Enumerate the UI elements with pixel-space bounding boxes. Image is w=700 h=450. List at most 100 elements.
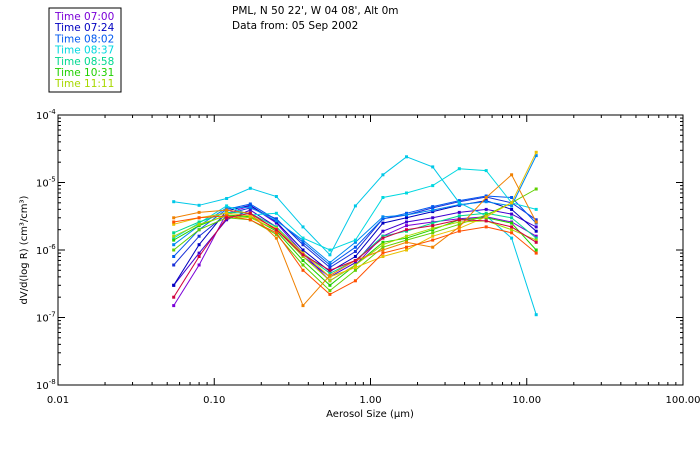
data-point	[353, 204, 357, 208]
data-point	[353, 268, 357, 272]
x-tick-label: 0.01	[47, 395, 69, 406]
data-point	[534, 313, 538, 317]
data-point	[328, 292, 332, 296]
y-tick-label: 10-6	[36, 243, 56, 257]
series-line	[173, 156, 537, 315]
data-point	[225, 214, 229, 218]
data-point	[534, 220, 538, 224]
data-point	[457, 199, 461, 203]
data-point	[248, 218, 252, 222]
data-point	[534, 251, 538, 255]
data-point	[534, 229, 538, 233]
data-point	[381, 215, 385, 219]
data-point	[172, 255, 176, 258]
data-point	[457, 201, 461, 205]
data-point	[534, 225, 538, 229]
data-point	[172, 263, 176, 267]
data-point	[381, 217, 385, 221]
data-point	[353, 263, 357, 267]
data-point	[301, 238, 305, 242]
data-point	[431, 234, 435, 238]
data-point	[172, 243, 176, 247]
data-point	[248, 214, 252, 218]
data-point	[534, 207, 538, 211]
data-point	[225, 204, 229, 208]
data-point	[457, 220, 461, 224]
data-point	[484, 219, 488, 223]
data-point	[328, 289, 332, 293]
data-point	[274, 236, 278, 240]
data-point	[405, 191, 408, 195]
data-point	[381, 248, 385, 252]
data-point	[381, 236, 385, 240]
chart-title-line1: PML, N 50 22', W 04 08', Alt 0m	[232, 5, 399, 17]
data-point	[457, 222, 461, 226]
legend-entry: Time 07:00	[54, 11, 114, 23]
legend-entry: Time 08:37	[54, 45, 114, 57]
data-point	[431, 165, 435, 169]
data-point	[328, 271, 332, 275]
data-point	[301, 225, 305, 229]
data-point	[534, 248, 538, 252]
x-tick-label: 0.10	[203, 395, 225, 406]
data-point	[197, 203, 201, 207]
data-point	[301, 236, 305, 240]
data-point	[431, 245, 435, 249]
y-axis: 10-8 10-7 10-6 10-5 10-4	[36, 108, 683, 392]
data-point	[457, 218, 461, 222]
data-point	[248, 205, 252, 209]
data-point	[381, 251, 385, 255]
data-point	[353, 250, 357, 253]
data-point	[328, 248, 332, 252]
data-point	[484, 213, 488, 217]
data-point	[405, 224, 408, 228]
data-point	[274, 195, 278, 198]
data-point	[172, 295, 176, 299]
data-point	[197, 228, 201, 232]
data-point	[510, 212, 514, 216]
data-point	[381, 173, 385, 177]
series-15	[172, 211, 538, 299]
data-point	[197, 263, 201, 267]
data-point	[328, 279, 332, 283]
data-point	[534, 236, 538, 240]
data-point	[248, 186, 252, 190]
data-point	[484, 215, 488, 219]
data-point	[225, 206, 229, 210]
legend-box	[48, 7, 122, 93]
data-point	[405, 211, 408, 215]
plot-frame	[57, 114, 684, 386]
data-point	[457, 214, 461, 218]
data-point	[484, 196, 488, 199]
data-point	[381, 229, 385, 233]
data-point	[510, 228, 514, 232]
y-tick-label: 10-7	[36, 311, 56, 325]
data-point	[225, 218, 229, 222]
x-tick-label: 10.00	[512, 395, 541, 406]
data-point	[431, 205, 435, 209]
data-point	[405, 245, 408, 249]
data-point	[301, 248, 305, 252]
data-point	[353, 259, 357, 262]
data-point	[534, 240, 538, 244]
data-point	[405, 238, 408, 242]
x-tick-label: 1.00	[359, 395, 381, 406]
data-point	[534, 238, 538, 242]
data-point	[301, 240, 305, 244]
data-point	[328, 263, 332, 267]
data-point	[172, 234, 176, 238]
data-point	[484, 207, 488, 211]
data-point	[197, 220, 201, 224]
series-6	[172, 155, 538, 317]
data-point	[431, 231, 435, 235]
data-point	[510, 216, 514, 220]
data-point	[457, 225, 461, 229]
data-point	[172, 222, 176, 226]
x-axis: 0.01 0.10 1.00 10.00 100.00	[47, 115, 700, 406]
data-point	[172, 248, 176, 252]
data-point	[484, 169, 488, 173]
data-point	[405, 213, 408, 217]
data-point	[301, 243, 305, 247]
